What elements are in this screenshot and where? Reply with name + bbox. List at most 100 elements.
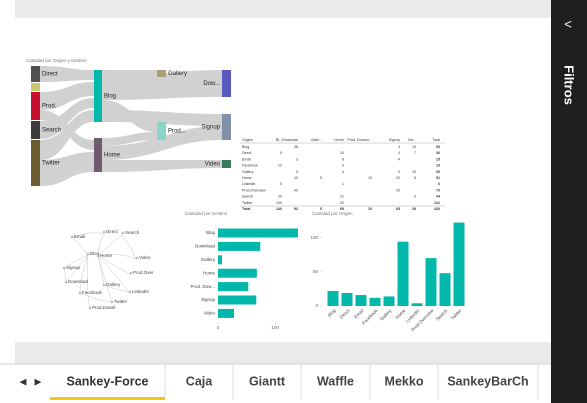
tab-label[interactable]: Waffle bbox=[317, 374, 354, 388]
table-cell: 70 bbox=[436, 188, 440, 192]
force-label: Direct bbox=[106, 229, 119, 234]
bar bbox=[425, 258, 437, 306]
y-tick-label: Home bbox=[203, 270, 216, 275]
table-cell: 4 bbox=[398, 157, 400, 161]
table-cell: 4 bbox=[398, 145, 400, 149]
table-cell: 420 bbox=[434, 207, 440, 211]
force-node bbox=[135, 256, 139, 260]
tab[interactable]: SankeyBarCh bbox=[447, 364, 539, 400]
table-cell: 3 bbox=[414, 195, 416, 199]
force-node bbox=[96, 254, 100, 258]
table-header: Download bbox=[282, 138, 298, 142]
tab-label[interactable]: Sankey-Force bbox=[67, 374, 149, 388]
tab-label[interactable]: Giantt bbox=[249, 374, 286, 388]
tab-next[interactable]: ▶ bbox=[35, 376, 42, 386]
x-tick-label: Direct bbox=[339, 307, 351, 319]
table-cell: Home bbox=[242, 176, 252, 180]
bar bbox=[218, 228, 298, 238]
table-cell: 69 bbox=[340, 207, 344, 211]
table-cell: 5 bbox=[280, 182, 282, 186]
x-tick-label: Twitter bbox=[450, 308, 463, 321]
bar bbox=[341, 293, 353, 306]
tab[interactable]: Waffle bbox=[317, 364, 371, 400]
tab[interactable]: Giantt bbox=[249, 364, 302, 400]
force-node bbox=[70, 235, 74, 239]
filters-title: Filtros bbox=[562, 65, 577, 105]
table-cell: 122 bbox=[434, 201, 440, 205]
table-cell: Search bbox=[242, 195, 253, 199]
tab[interactable]: Mekko bbox=[385, 364, 439, 400]
bar bbox=[411, 303, 423, 306]
bar bbox=[218, 268, 257, 278]
x-tick-label: Home bbox=[395, 308, 407, 320]
force-label: Gallery bbox=[106, 282, 121, 287]
tab[interactable]: Sankey-Force bbox=[50, 364, 166, 400]
sankey-node bbox=[94, 138, 102, 172]
sankey-node bbox=[31, 140, 40, 186]
bar bbox=[397, 241, 409, 306]
table-cell: 7 bbox=[414, 151, 416, 155]
y-tick-label: Gallery bbox=[201, 257, 216, 262]
sankey-label: Prod. bbox=[42, 104, 57, 110]
force-label: Facebook bbox=[82, 290, 103, 295]
force-label: Prod.Over bbox=[133, 270, 154, 275]
filters-pane[interactable] bbox=[551, 0, 587, 403]
tab-active-underline bbox=[50, 397, 165, 400]
force-node bbox=[64, 280, 68, 284]
table-cell: 10 bbox=[368, 176, 372, 180]
sankey-links bbox=[40, 66, 222, 186]
sankey-node bbox=[222, 70, 231, 97]
table-cell: Total bbox=[242, 207, 250, 211]
table-cell: 20 bbox=[278, 195, 282, 199]
table-cell: 10 bbox=[340, 151, 344, 155]
table-cell: 1 bbox=[342, 182, 344, 186]
table-cell: 53 bbox=[436, 145, 440, 149]
force-label: Signup bbox=[66, 265, 81, 270]
sankey-node bbox=[222, 114, 231, 140]
table-cell: 3 bbox=[296, 170, 298, 174]
y-tick-label: Prod. Dow... bbox=[190, 284, 215, 289]
x-tick-label: Email bbox=[353, 308, 365, 320]
y-tick-label: Video bbox=[204, 311, 216, 316]
collapse-icon[interactable]: < bbox=[564, 16, 572, 31]
force-label: Search bbox=[125, 230, 140, 235]
table-header: Origen bbox=[242, 138, 253, 142]
table-cell: 3 bbox=[398, 170, 400, 174]
x-tick-label: Gallery bbox=[379, 307, 393, 321]
y-tick-label: 50 bbox=[313, 269, 319, 274]
table-cell: Prod.Overview bbox=[242, 188, 266, 192]
force-node bbox=[86, 252, 90, 256]
force-label: LinkedIn bbox=[132, 289, 150, 294]
table-cell: 10 bbox=[368, 207, 372, 211]
force-node bbox=[129, 271, 133, 275]
table-cell: 5 bbox=[280, 151, 282, 155]
table-cell: 20 bbox=[396, 176, 400, 180]
table-cell: 6 bbox=[414, 176, 416, 180]
tab[interactable]: Caja bbox=[186, 364, 234, 400]
tab-label[interactable]: Caja bbox=[186, 374, 213, 388]
tab-label[interactable]: Mekko bbox=[385, 374, 424, 388]
table-cell: 51 bbox=[436, 176, 440, 180]
sankey-node bbox=[31, 92, 40, 120]
bar bbox=[218, 295, 257, 305]
x-tick-label: Blog bbox=[327, 308, 337, 318]
tab-prev[interactable]: ◀ bbox=[20, 376, 27, 386]
sankey-node bbox=[31, 66, 40, 82]
table-cell: 36 bbox=[294, 145, 298, 149]
sankey-label: Direct bbox=[42, 72, 58, 78]
table-cell: 39 bbox=[412, 207, 416, 211]
x-tick-label: Search bbox=[435, 308, 449, 322]
table-cell: Blog bbox=[242, 145, 249, 149]
table-cell: 30 bbox=[396, 188, 400, 192]
tab-label[interactable]: SankeyBarCh bbox=[447, 374, 528, 388]
chart-title: Cantidad por Origen bbox=[312, 211, 353, 216]
table-cell: 40 bbox=[294, 188, 298, 192]
sankey-label: Gallery bbox=[168, 71, 187, 77]
force-label: Blog bbox=[90, 251, 100, 256]
top-bar bbox=[15, 0, 551, 18]
sankey-node bbox=[222, 160, 231, 168]
table-cell: 15 bbox=[436, 157, 440, 161]
bar bbox=[218, 241, 261, 251]
table-cell: 20 bbox=[436, 170, 440, 174]
